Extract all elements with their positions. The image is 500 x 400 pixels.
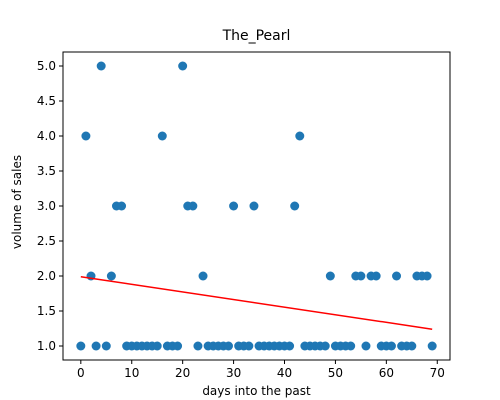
data-point (407, 341, 417, 351)
data-point (392, 271, 402, 281)
data-point (371, 271, 381, 281)
data-point (81, 131, 91, 141)
data-point (76, 341, 86, 351)
x-tick-label: 20 (175, 366, 190, 380)
y-tick-label: 3.5 (37, 164, 56, 178)
data-point (178, 61, 188, 71)
y-tick-label: 1.0 (37, 339, 56, 353)
x-tick-label: 70 (430, 366, 445, 380)
data-point (249, 201, 259, 211)
data-point (117, 201, 127, 211)
data-point (290, 201, 300, 211)
data-point (285, 341, 295, 351)
y-tick-label: 5.0 (37, 59, 56, 73)
data-point (223, 341, 233, 351)
x-tick-label: 30 (226, 366, 241, 380)
x-tick-label: 0 (77, 366, 85, 380)
data-point (96, 61, 106, 71)
data-point (188, 201, 198, 211)
plot-frame (62, 51, 451, 361)
data-point (295, 131, 305, 141)
data-point (229, 201, 239, 211)
data-point (198, 271, 208, 281)
x-axis-label: days into the past (202, 384, 311, 398)
x-tick-label: 60 (379, 366, 394, 380)
data-point (91, 341, 101, 351)
data-point (106, 271, 116, 281)
data-point (173, 341, 183, 351)
trend-line (80, 275, 433, 330)
y-tick-label: 4.5 (37, 94, 56, 108)
data-point (386, 341, 396, 351)
data-point (422, 271, 432, 281)
data-point (346, 341, 356, 351)
y-tick-label: 3.0 (37, 199, 56, 213)
data-point (244, 341, 254, 351)
y-tick-label: 2.0 (37, 269, 56, 283)
x-tick-label: 50 (328, 366, 343, 380)
y-axis-ticks: 1.0 1.5 2.0 2.5 3.0 3.5 4.0 4.5 5.0 (37, 59, 63, 353)
y-tick-label: 1.5 (37, 304, 56, 318)
data-point (157, 131, 167, 141)
data-point (152, 341, 162, 351)
data-point (320, 341, 330, 351)
y-tick-label: 4.0 (37, 129, 56, 143)
data-point (356, 271, 366, 281)
data-point (427, 341, 437, 351)
x-axis-ticks: 0 10 20 30 40 50 60 70 (77, 360, 445, 380)
y-axis-label: volume of sales (10, 155, 24, 249)
plot-area (76, 61, 437, 351)
data-point (361, 341, 371, 351)
chart-title: The_Pearl (222, 28, 291, 44)
data-point (101, 341, 111, 351)
data-point (193, 341, 203, 351)
y-tick-label: 2.5 (37, 234, 56, 248)
data-point (325, 271, 335, 281)
x-tick-label: 40 (277, 366, 292, 380)
x-tick-label: 10 (124, 366, 139, 380)
